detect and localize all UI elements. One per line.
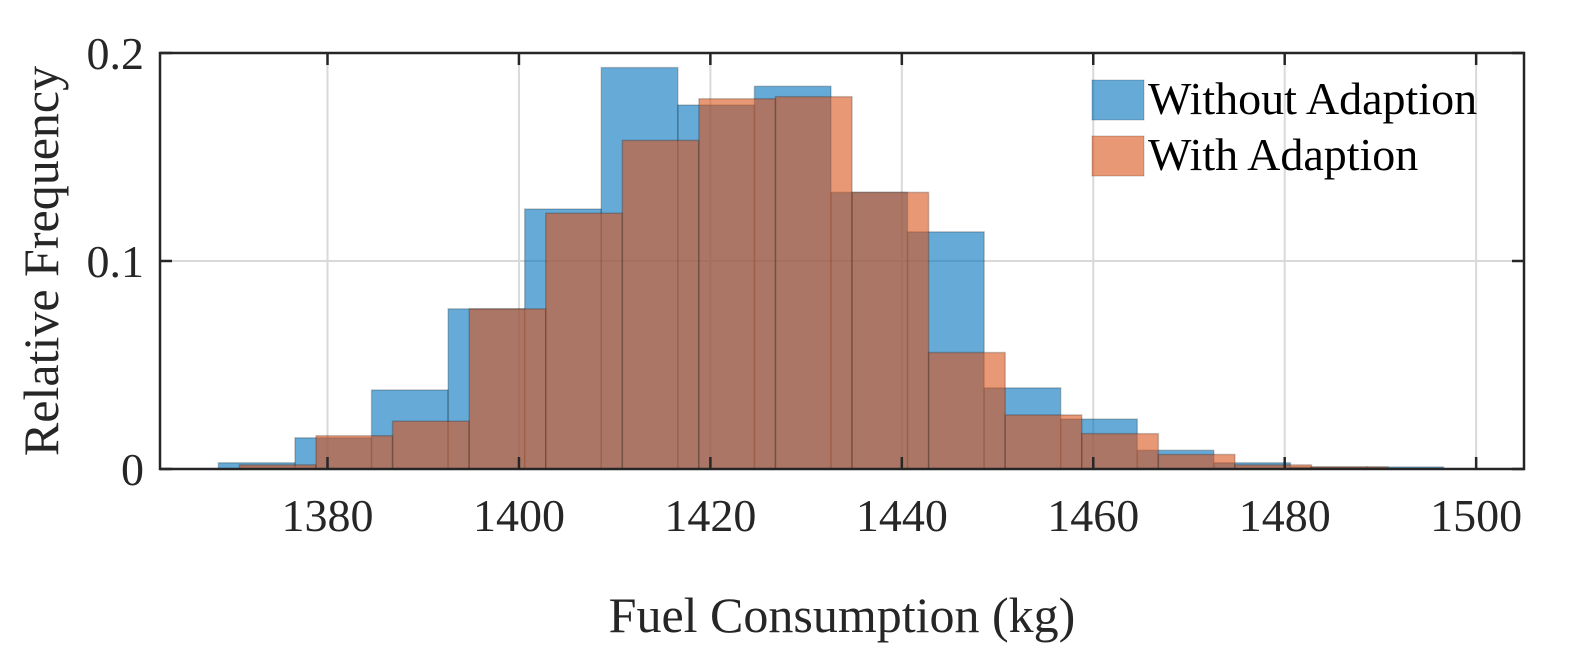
- y-tick-label-1: 0.1: [87, 236, 145, 287]
- x-tick-label-6: 1500: [1430, 490, 1522, 541]
- y-tick-label-0: 0: [121, 444, 144, 495]
- legend-label-0: Without Adaption: [1148, 73, 1477, 124]
- legend-label-1: With Adaption: [1148, 129, 1418, 180]
- y-axis-title: Relative Frequency: [13, 66, 69, 456]
- x-tick-label-1: 1400: [473, 490, 565, 541]
- bar-1-2: [391, 420, 470, 470]
- x-tick-label-0: 1380: [282, 490, 374, 541]
- x-tick-label-2: 1420: [664, 490, 756, 541]
- bar-1-3: [468, 308, 547, 470]
- legend-swatch-0: [1091, 79, 1145, 121]
- x-tick-label-5: 1480: [1239, 490, 1331, 541]
- bar-1-7: [774, 95, 853, 470]
- bar-1-8: [851, 191, 930, 470]
- bar-1-10: [1004, 414, 1083, 470]
- series-with-adaption: [238, 95, 1389, 470]
- bar-1-4: [544, 212, 624, 470]
- axis-ticks: [160, 51, 1524, 471]
- y-tick-label-2: 0.2: [87, 28, 145, 79]
- bar-1-6: [698, 98, 777, 470]
- bar-1-11: [1081, 432, 1160, 470]
- y-tick-labels: 0 0.1 0.2: [87, 28, 145, 495]
- x-tick-labels: 1380 1400 1420 1440 1460 1480 1500: [282, 490, 1523, 541]
- legend-swatch-1: [1091, 135, 1145, 177]
- x-tick-label-3: 1440: [856, 490, 948, 541]
- histogram-bars: [217, 66, 1445, 470]
- x-tick-label-4: 1460: [1047, 490, 1139, 541]
- bar-1-5: [621, 139, 700, 470]
- bar-1-9: [927, 351, 1006, 470]
- x-axis-title: Fuel Consumption (kg): [609, 587, 1076, 643]
- bar-1-12: [1157, 453, 1236, 470]
